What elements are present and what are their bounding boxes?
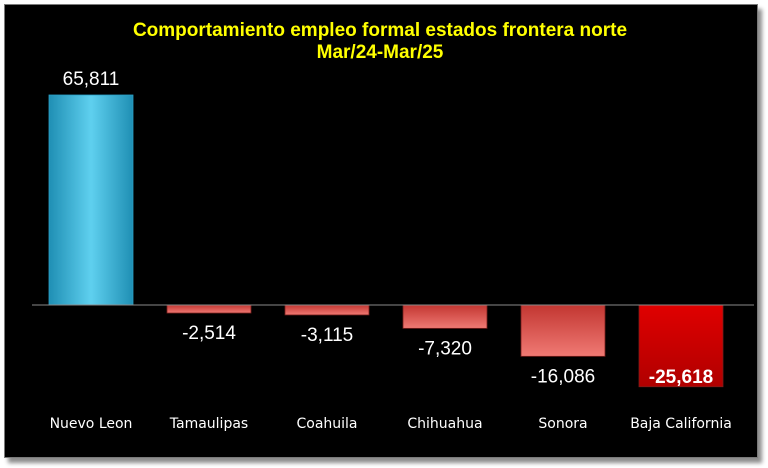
bar-chihuahua (402, 304, 488, 329)
value-label: -16,086 (531, 366, 595, 387)
bar-baja-california (638, 304, 724, 388)
chart-title-line2: Mar/24-Mar/25 (316, 42, 444, 63)
chart-title-line1: Comportamiento empleo formal estados fro… (132, 20, 628, 41)
value-label: -7,320 (418, 338, 472, 359)
chart-title: Comportamiento empleo formal estados fro… (0, 20, 760, 64)
category-label: Baja California (630, 416, 732, 432)
value-label: -3,115 (301, 325, 353, 346)
category-label: Coahuila (296, 416, 357, 432)
value-label: -2,514 (182, 323, 236, 344)
category-label: Chihuahua (407, 416, 482, 432)
bar-tamaulipas (166, 304, 252, 314)
bar-nuevo-leon (48, 94, 134, 306)
category-label: Tamaulipas (169, 416, 248, 432)
category-label: Sonora (538, 416, 587, 432)
value-label: 65,811 (63, 69, 120, 90)
bar-sonora (520, 304, 606, 357)
value-label: -25,618 (649, 367, 713, 388)
category-label: Nuevo Leon (50, 416, 133, 432)
bar-coahuila (284, 304, 370, 316)
